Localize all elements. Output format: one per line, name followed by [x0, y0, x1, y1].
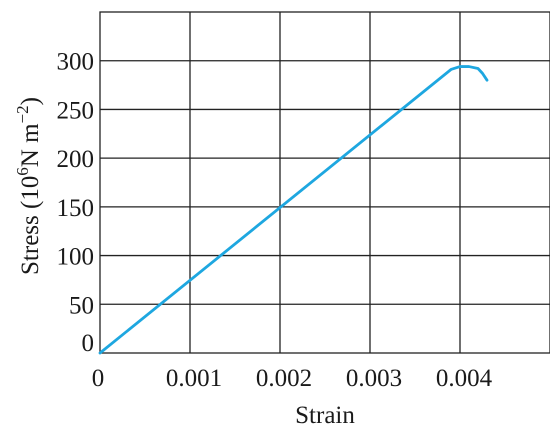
y-axis-label-close: ) — [17, 97, 44, 105]
grid — [100, 12, 550, 353]
x-axis-label: Strain — [295, 402, 355, 429]
x-tick-label: 0.002 — [256, 365, 312, 392]
stress-strain-curve — [98, 65, 489, 355]
y-tick-label: 0 — [82, 330, 95, 357]
plot-frame — [99, 11, 550, 354]
y-tick-labels: 0 50 100 150 200 250 300 — [57, 49, 95, 357]
y-tick-label: 50 — [69, 292, 94, 319]
y-tick-label: 200 — [57, 146, 95, 173]
x-tick-label: 0 — [92, 365, 105, 392]
y-tick-label: 300 — [57, 49, 95, 76]
y-axis-label-exponent: 6 — [13, 167, 32, 176]
y-tick-label: 250 — [57, 97, 95, 124]
y-axis-label-unit-exponent: −2 — [13, 105, 32, 123]
y-tick-label: 150 — [57, 195, 95, 222]
y-tick-label: 100 — [57, 244, 95, 271]
x-tick-labels: 0 0.001 0.002 0.003 0.004 — [92, 365, 493, 392]
x-tick-label: 0.004 — [436, 365, 493, 392]
y-axis-label-unit: N m — [17, 123, 44, 167]
series-layer — [98, 65, 489, 355]
x-tick-label: 0.003 — [346, 365, 402, 392]
x-tick-label: 0.001 — [166, 365, 222, 392]
y-axis-label-main: Stress (10 — [17, 176, 44, 275]
y-axis-label: Stress (106N m−2) — [13, 97, 44, 275]
